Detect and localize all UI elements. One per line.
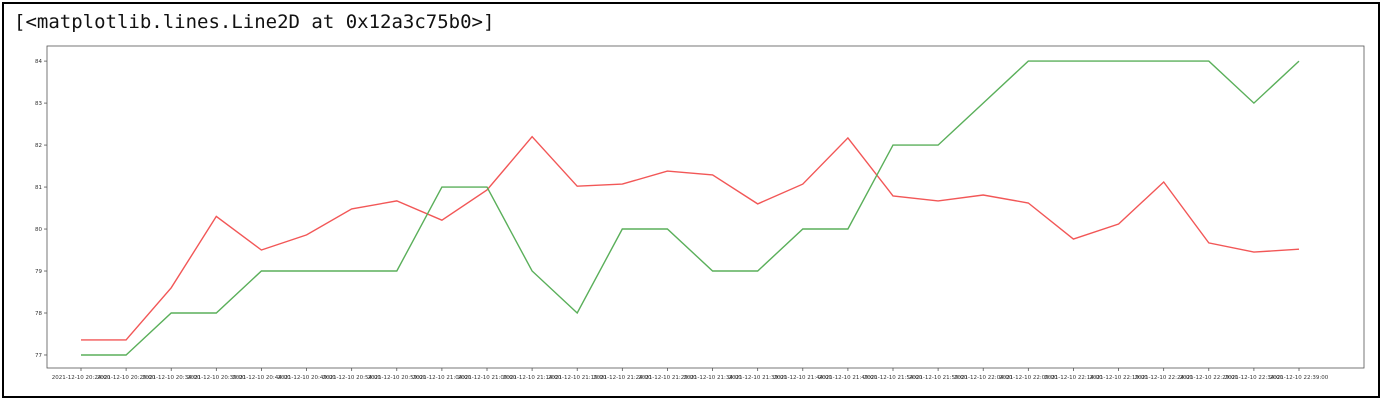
x-tick-label: 2021-12-10 21:24:00	[593, 375, 652, 381]
output-frame	[2, 2, 1380, 398]
x-tick-label: 2021-12-10 20:39:00	[187, 375, 246, 381]
x-tick-label: 2021-12-10 20:54:00	[322, 375, 381, 381]
y-tick-label: 79	[35, 269, 42, 275]
line	[81, 60, 1300, 356]
x-tick-label: 2021-12-10 20:24:00	[52, 375, 111, 381]
x-tick-label: 2021-12-10 22:04:00	[954, 375, 1013, 381]
y-tick-label: 82	[35, 143, 42, 149]
y-tick-label: 77	[35, 353, 42, 359]
x-tick-label: 2021-12-10 21:34:00	[683, 375, 742, 381]
x-tick-label: 2021-12-10 21:29:00	[638, 375, 697, 381]
x-tick-label: 2021-12-10 20:44:00	[232, 375, 291, 381]
x-tick-label: 2021-12-10 20:29:00	[97, 375, 156, 381]
x-tick-label: 2021-12-10 21:49:00	[819, 375, 878, 381]
y-tick-label: 83	[35, 101, 42, 107]
x-tick-label: 2021-12-10 21:59:00	[909, 375, 968, 381]
x-tick-label: 2021-12-10 20:49:00	[277, 375, 336, 381]
x-tick-label: 2021-12-10 21:09:00	[458, 375, 517, 381]
x-tick-label: 2021-12-10 20:34:00	[142, 375, 201, 381]
output-text: [<matplotlib.lines.Line2D at 0x12a3c75b0…	[14, 11, 494, 33]
x-tick-label: 2021-12-10 22:09:00	[999, 375, 1058, 381]
x-tick-label: 2021-12-10 22:29:00	[1180, 375, 1239, 381]
y-tick-label: 80	[35, 227, 42, 233]
x-tick-label: 2021-12-10 22:24:00	[1134, 375, 1193, 381]
x-tick-label: 2021-12-10 21:54:00	[864, 375, 923, 381]
x-tick-label: 2021-12-10 22:14:00	[1044, 375, 1103, 381]
line	[81, 135, 1300, 341]
x-tick-label: 2021-12-10 21:44:00	[774, 375, 833, 381]
x-tick-label: 2021-12-10 21:39:00	[728, 375, 787, 381]
x-tick-label: 2021-12-10 22:39:00	[1270, 375, 1329, 381]
x-tick-label: 2021-12-10 22:19:00	[1089, 375, 1148, 381]
y-tick-label: 81	[35, 185, 42, 191]
axes-frame	[46, 45, 1365, 369]
x-tick-label: 2021-12-10 20:59:00	[368, 375, 427, 381]
y-tick-label: 78	[35, 311, 42, 317]
x-tick-label: 2021-12-10 21:04:00	[413, 375, 472, 381]
x-tick-label: 2021-12-10 21:14:00	[503, 375, 562, 381]
x-tick-label: 2021-12-10 22:34:00	[1225, 375, 1284, 381]
x-tick-label: 2021-12-10 21:19:00	[548, 375, 607, 381]
y-tick-label: 84	[35, 59, 42, 65]
